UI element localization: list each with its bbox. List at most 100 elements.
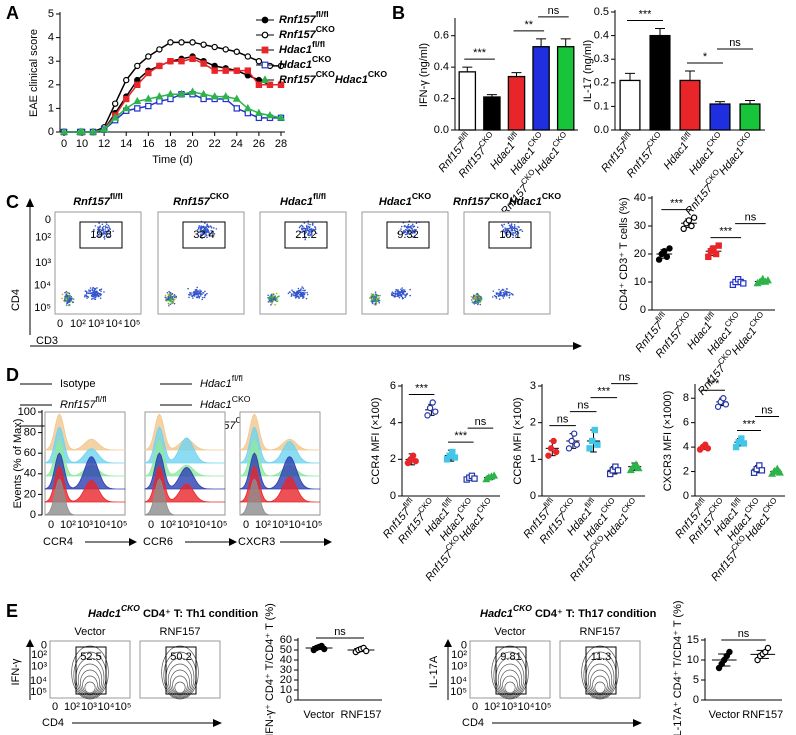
event-dot <box>291 289 293 291</box>
event-dot <box>97 294 100 297</box>
event-dot <box>92 291 95 293</box>
event-dot <box>302 297 304 300</box>
x-tick-label: 14 <box>120 138 132 150</box>
event-dot <box>409 232 412 234</box>
event-dot <box>307 225 310 228</box>
event-dot <box>64 296 66 298</box>
event-dot <box>287 292 290 295</box>
gate <box>488 221 532 249</box>
event-dot <box>400 225 403 228</box>
event-dot <box>90 298 93 300</box>
event-dot <box>209 225 212 227</box>
gate <box>79 221 123 249</box>
y-tick-label: 0 <box>30 509 36 521</box>
y-tick-label: 10⁴ <box>34 279 51 291</box>
event-dot <box>310 230 313 232</box>
event-dot <box>514 232 517 234</box>
marker <box>471 475 478 482</box>
label-text: Rnf157 <box>279 29 317 41</box>
event-dot <box>304 227 307 230</box>
event-dot <box>302 293 304 296</box>
event-dot <box>169 291 172 294</box>
marker <box>547 445 555 452</box>
event-dot <box>173 293 176 296</box>
flow-y-label: IL-17A <box>428 655 440 688</box>
event-dot <box>495 297 498 299</box>
histogram <box>144 439 225 477</box>
condition-label: Vector <box>494 626 526 638</box>
significance-label: * <box>703 51 708 63</box>
marker <box>232 94 241 102</box>
event-dot <box>477 303 479 306</box>
event-dot <box>411 228 413 230</box>
event-dot <box>370 297 373 299</box>
flow-frame <box>139 640 221 699</box>
event-dot <box>374 298 377 301</box>
event-dot <box>506 229 509 231</box>
arrow-head <box>213 719 222 727</box>
event-dot <box>505 229 507 232</box>
event-dot <box>391 291 394 293</box>
event-dot <box>193 290 195 293</box>
event-dot <box>369 297 371 299</box>
arrow-head <box>26 639 34 647</box>
event-dot <box>99 288 101 291</box>
event-dot <box>201 234 204 236</box>
marker <box>490 471 499 479</box>
y-tick-label: 0 <box>48 126 54 138</box>
y-tick-label: 10 <box>687 654 699 666</box>
event-dot <box>85 291 88 294</box>
event-dot <box>302 295 305 298</box>
y-tick-label: 3 <box>48 55 54 67</box>
event-dot <box>173 302 176 305</box>
gate-value: 21.2 <box>295 229 316 241</box>
x-tick-label: 10³ <box>77 519 93 531</box>
event-dot <box>305 231 307 234</box>
event-dot <box>96 292 98 295</box>
event-dot <box>64 291 66 294</box>
panel-title: Hadc1CKO CD4⁺ T: Th17 condition <box>480 603 657 620</box>
event-dot <box>503 223 505 226</box>
event-dot <box>307 234 310 236</box>
histogram <box>239 452 321 490</box>
event-dot <box>498 288 500 291</box>
event-dot <box>171 292 174 295</box>
marker <box>720 395 727 402</box>
contour <box>174 681 186 694</box>
significance-label: ns <box>577 400 589 412</box>
marker <box>189 39 196 46</box>
event-dot <box>201 296 204 299</box>
legend-label: Isotype <box>60 378 95 390</box>
y-tick-label: 2 <box>48 79 54 91</box>
event-dot <box>500 292 502 294</box>
event-dot <box>305 225 308 228</box>
event-dot <box>200 290 203 292</box>
event-dot <box>201 230 204 233</box>
event-dot <box>405 226 408 228</box>
event-dot <box>314 225 316 228</box>
y-tick-label: 10⁵ <box>450 686 467 698</box>
panel-letter: D <box>6 365 19 385</box>
arrow-head <box>26 198 34 207</box>
event-dot <box>410 227 412 229</box>
y-tick-label: 60 <box>24 447 36 459</box>
marker <box>586 445 593 452</box>
event-dot <box>270 301 272 303</box>
marker <box>122 103 131 112</box>
event-dot <box>310 233 313 235</box>
marker <box>178 57 185 65</box>
event-dot <box>101 229 104 232</box>
event-dot <box>300 294 303 296</box>
y-tick-label: 80 <box>24 427 36 439</box>
event-dot <box>69 294 71 297</box>
condition-label: RNF157 <box>580 626 621 638</box>
label-sup: CKO <box>210 191 229 201</box>
label-text: Hdac1 <box>200 378 232 390</box>
event-dot <box>301 225 304 228</box>
event-dot <box>70 295 73 298</box>
significance-label: ns <box>761 404 773 416</box>
marker <box>155 92 164 100</box>
event-dot <box>310 227 313 230</box>
histogram <box>44 465 125 503</box>
event-dot <box>106 236 109 238</box>
